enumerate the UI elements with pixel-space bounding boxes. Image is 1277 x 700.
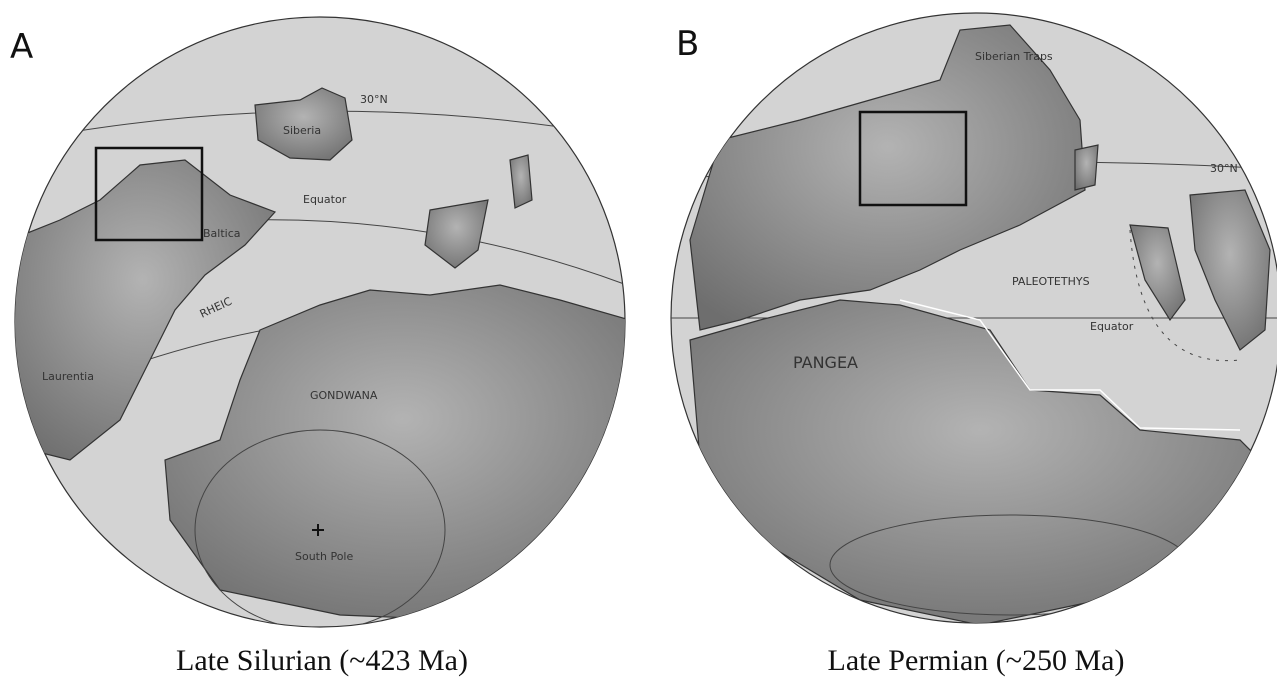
- map-label: Equator: [1090, 320, 1134, 333]
- panel-letter: A: [10, 27, 33, 67]
- map-label: PALEOTETHYS: [1012, 275, 1090, 288]
- figure: A 30°N Siberia Equator Baltica RHEIC Lau…: [0, 0, 1277, 700]
- map-label: Siberian Traps: [975, 50, 1053, 63]
- map-label: GONDWANA: [310, 389, 378, 402]
- map-label: PANGEA: [793, 353, 858, 372]
- globe-a: A 30°N Siberia Equator Baltica RHEIC Lau…: [0, 17, 640, 677]
- map-label: 30°N: [360, 93, 388, 106]
- caption: Late Permian (~250 Ma): [828, 644, 1125, 677]
- map-label: 30°N: [1210, 162, 1238, 175]
- page: A 30°N Siberia Equator Baltica RHEIC Lau…: [0, 0, 1277, 700]
- map-label: Baltica: [203, 227, 241, 240]
- map-label: Siberia: [283, 124, 321, 137]
- caption: Late Silurian (~423 Ma): [176, 644, 468, 677]
- map-label: Equator: [303, 193, 347, 206]
- map-label: Laurentia: [42, 370, 94, 383]
- continent: [1075, 145, 1098, 190]
- map-label: South Pole: [295, 550, 353, 563]
- globe-b: B Siberian Traps 30°N PALEOTETHYS Equato…: [670, 13, 1277, 677]
- panel-letter: B: [676, 24, 699, 64]
